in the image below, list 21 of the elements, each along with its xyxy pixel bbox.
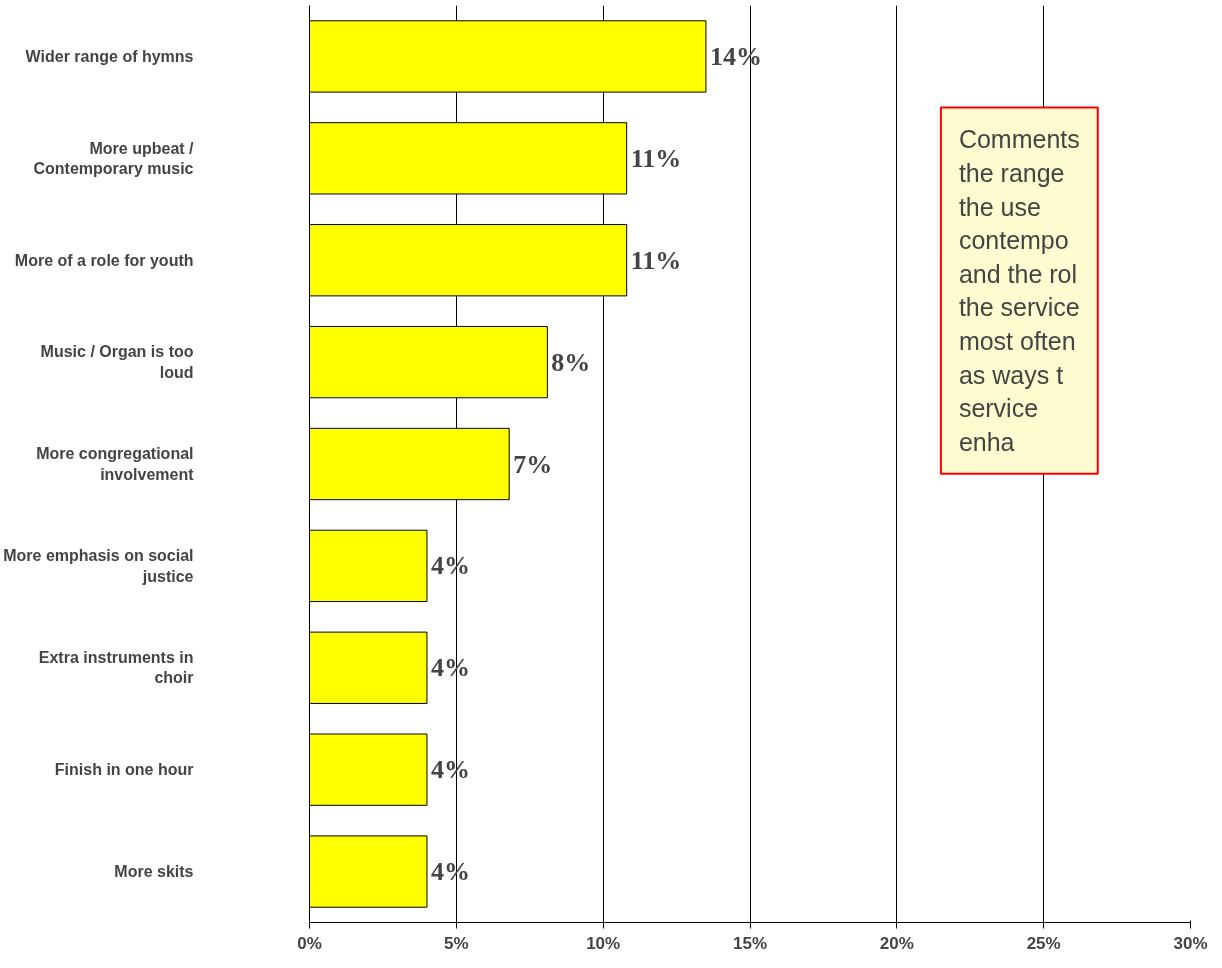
- data-label: 7%: [513, 449, 553, 479]
- x-tick-label: 25%: [1026, 933, 1061, 953]
- x-tick-label: 15%: [732, 933, 768, 953]
- x-tick-label: 0%: [297, 933, 322, 953]
- y-tick-label: More congregational involvement: [36, 445, 195, 483]
- text: Comments the range the use contempo and the rol the service most often as ways t service enha: [958, 125, 1080, 456]
- y-tick-label: Extra instruments in choir: [38, 649, 194, 687]
- y-tick-label: More of a role for youth: [14, 251, 194, 269]
- y-tick-label: More skits: [114, 863, 194, 881]
- y-tick-label: More emphasis on social justice: [3, 547, 194, 585]
- y-tick-label: Music / Organ is too loud: [40, 343, 194, 381]
- x-tick-label: 5%: [444, 933, 469, 953]
- y-tick-label: Finish in one hour: [54, 761, 194, 779]
- y-tick-label: Wider range of hymns: [25, 47, 194, 65]
- data-label: 8%: [551, 347, 591, 377]
- data-label: 11%: [630, 143, 682, 173]
- x-tick-label: 30%: [1173, 933, 1208, 953]
- y-tick-label: More upbeat / Contemporary music: [33, 139, 195, 178]
- x-tick-label: 10%: [586, 933, 621, 953]
- x-tick-label: 20%: [879, 933, 914, 953]
- data-label: 11%: [630, 245, 682, 275]
